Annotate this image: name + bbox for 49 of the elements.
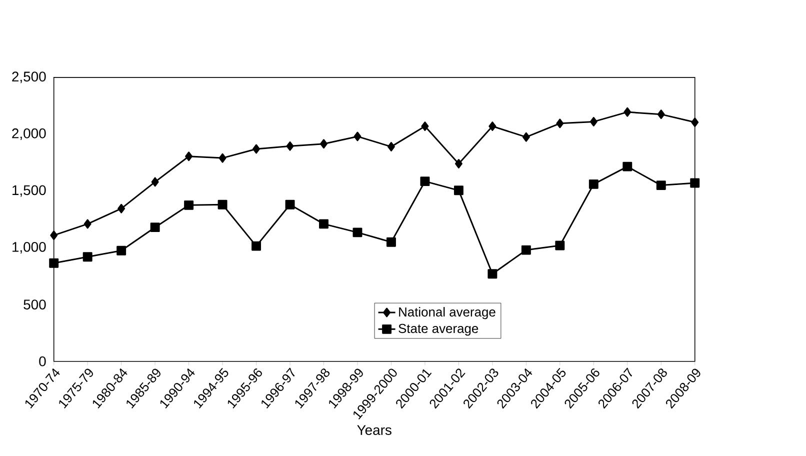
point [352, 228, 362, 238]
point [252, 241, 262, 251]
legend-label: National average [399, 306, 496, 319]
point [488, 121, 496, 131]
point [320, 138, 328, 148]
point [657, 109, 665, 119]
point [184, 200, 194, 210]
point [624, 107, 632, 117]
point [622, 162, 632, 172]
y-tick-label: 1,000 [12, 242, 46, 254]
point [354, 132, 362, 142]
point [82, 252, 92, 262]
y-tick-label: 2,500 [12, 72, 46, 84]
point [150, 222, 160, 232]
point [319, 219, 328, 229]
point [454, 158, 462, 168]
point [690, 178, 700, 188]
point [556, 118, 564, 128]
y-tick-label: 0 [39, 356, 46, 366]
point [116, 246, 126, 256]
point [218, 200, 228, 210]
point [218, 153, 226, 163]
y-tick-label: 2,000 [12, 128, 46, 140]
point [488, 269, 498, 278]
point [691, 117, 699, 127]
legend-label: State average [398, 324, 478, 336]
point [84, 219, 92, 229]
x-axis-title: Years [357, 425, 392, 435]
point [588, 179, 598, 189]
point [421, 121, 429, 131]
point [286, 141, 294, 151]
point [656, 180, 666, 190]
point [555, 240, 565, 250]
point [118, 204, 126, 214]
point [49, 258, 59, 268]
point [420, 176, 430, 186]
point [522, 132, 530, 142]
y-tick-label: 500 [24, 299, 46, 310]
point [590, 116, 598, 126]
point [387, 142, 395, 152]
point [454, 186, 464, 196]
point [386, 237, 396, 247]
point [285, 200, 295, 210]
point [185, 151, 193, 161]
point [252, 144, 260, 154]
point [151, 177, 159, 186]
point [50, 230, 58, 240]
point [521, 245, 531, 255]
y-tick-label: 1,500 [12, 185, 46, 197]
